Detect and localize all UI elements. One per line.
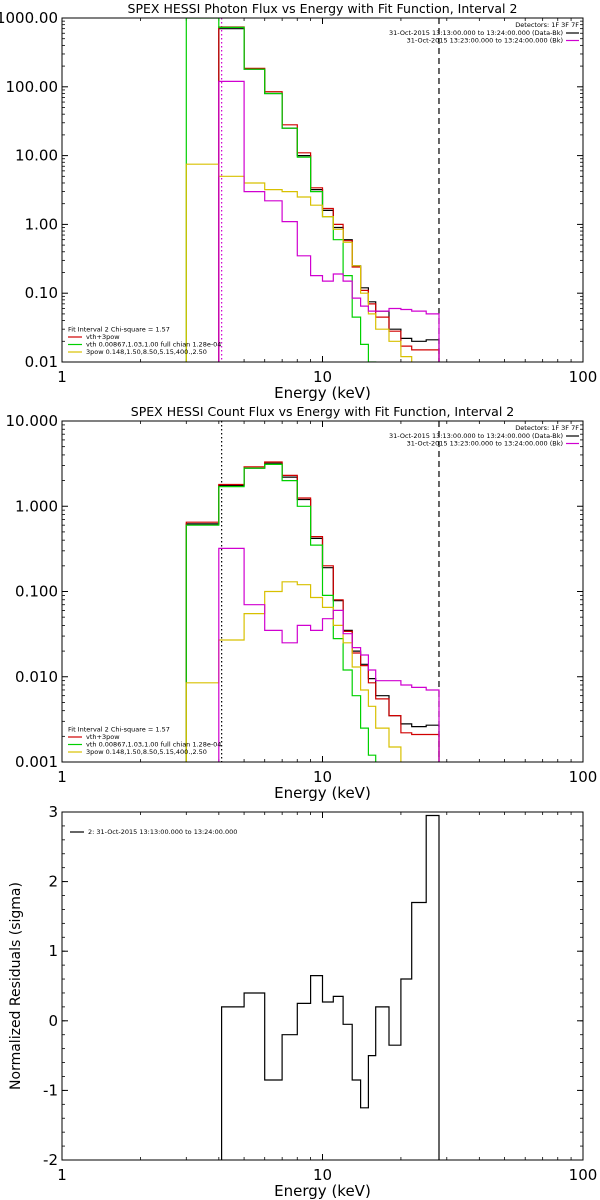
legend-entry-label: vth+3pow	[86, 333, 120, 341]
legend-entry-label: vth 0.00867,1.03,1.00 full chian 1.28e-0…	[86, 341, 221, 349]
x-tick-label: 10	[313, 1166, 332, 1184]
data-layer	[185, 461, 440, 762]
y-tick-label: 2	[48, 873, 58, 891]
legend-detectors: Detectors: 1F 3F 7F	[515, 21, 579, 29]
series-line	[221, 814, 440, 1160]
legend-entry-label: 3pow 0.148,1.50,8.50,5.15,400.,2.50	[86, 348, 207, 356]
legend-entry-label: vth+3pow	[86, 733, 120, 741]
x-axis-label: Energy (keV)	[274, 384, 371, 402]
plot-frame	[61, 811, 584, 1161]
legend-detectors: Detectors: 1F 3F 7F	[515, 424, 579, 432]
legend-fit-header: Fit Interval 2 Chi-square = 1.57	[68, 326, 170, 334]
series-line	[185, 18, 377, 362]
series-line	[218, 547, 440, 762]
y-tick-label: 10.00	[15, 147, 58, 165]
y-tick-label: -1	[43, 1081, 58, 1099]
y-tick-label: 1.000	[15, 497, 58, 515]
y-tick-label: 0	[48, 1012, 58, 1030]
legend-fit-header: Fit Interval 2 Chi-square = 1.57	[68, 726, 170, 734]
chart-title: SPEX HESSI Count Flux vs Energy with Fit…	[131, 404, 514, 419]
y-axis-label: Normalized Residuals (sigma)	[8, 882, 24, 1090]
chart-title: SPEX HESSI Photon Flux vs Energy with Fi…	[128, 1, 518, 16]
legend-entry-label: 31-Oct-2015 13:23:00.000 to 13:24:00.000…	[407, 440, 563, 448]
y-tick-label: 0.010	[15, 668, 58, 686]
x-tick-label: 100	[569, 768, 598, 786]
x-tick-label: 100	[569, 1166, 598, 1184]
chart-panel-1: 1 10 100 0.01 0.10 1.00 10.00 100.00 1000.00 Ener…	[0, 1, 598, 402]
y-tick-label: 0.100	[15, 583, 58, 601]
plot-frame	[61, 420, 584, 763]
data-layer	[221, 814, 440, 1160]
series-line	[185, 163, 413, 362]
series-line	[218, 26, 440, 362]
legend-entry-label: 31-Oct-2015 13:13:00.000 to 13:24:00.000…	[389, 29, 563, 37]
series-line	[218, 80, 440, 362]
chart-panel-3: 1 10 100 -2 -1 0 1 2 3 Energy (keV) Normalized Res…	[8, 803, 597, 1200]
y-tick-label: 1.00	[25, 215, 58, 233]
chart-panel-2: 1 10 100 0.001 0.010 0.100 1.000 10.000 Energy (…	[6, 404, 598, 802]
x-tick-label: 1	[57, 768, 67, 786]
legend-entry-label: vth 0.00867,1.03,1.00 full chian 1.28e-0…	[86, 741, 221, 749]
y-tick-label: 100.00	[6, 78, 59, 96]
y-tick-label: 0.10	[25, 284, 58, 302]
plot-frame	[61, 17, 584, 363]
y-tick-label: -2	[43, 1151, 58, 1169]
x-tick-label: 10	[313, 768, 332, 786]
x-tick-label: 100	[569, 368, 598, 386]
legend-entry-label: 3pow 0.148,1.50,8.50,5.15,400.,2.50	[86, 748, 207, 756]
x-tick-label: 1	[57, 368, 67, 386]
x-axis-label: Energy (keV)	[274, 784, 371, 802]
y-tick-label: 1000.00	[0, 9, 58, 27]
data-layer	[185, 18, 440, 362]
y-tick-label: 0.001	[15, 753, 58, 771]
y-tick-label: 1	[48, 942, 58, 960]
y-tick-label: 0.01	[25, 353, 58, 371]
y-tick-label: 3	[48, 803, 58, 821]
legend-entry-label: 31-Oct-2015 13:13:00.000 to 13:24:00.000…	[389, 432, 563, 440]
series-line	[218, 28, 440, 362]
x-tick-label: 10	[313, 368, 332, 386]
x-axis-label: Energy (keV)	[274, 1182, 371, 1200]
legend-entry-label: 2: 31-Oct-2015 13:13:00.000 to 13:24:00.…	[88, 828, 237, 836]
x-tick-label: 1	[57, 1166, 67, 1184]
y-tick-label: 10.000	[6, 412, 59, 430]
legend-entry-label: 31-Oct-2015 13:23:00.000 to 13:24:00.000…	[407, 37, 563, 45]
